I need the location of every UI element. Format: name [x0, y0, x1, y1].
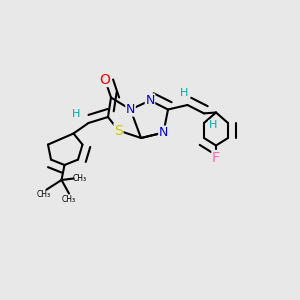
Text: O: O [100, 73, 110, 86]
Text: H: H [180, 88, 189, 98]
Text: F: F [212, 151, 220, 164]
Text: N: N [159, 126, 168, 139]
Text: CH₃: CH₃ [36, 190, 51, 199]
Text: H: H [72, 109, 81, 119]
Text: N: N [145, 94, 155, 107]
Text: H: H [209, 120, 217, 130]
Text: CH₃: CH₃ [72, 174, 87, 183]
Text: CH₃: CH₃ [62, 195, 76, 204]
Text: S: S [114, 124, 123, 137]
Text: N: N [126, 103, 135, 116]
